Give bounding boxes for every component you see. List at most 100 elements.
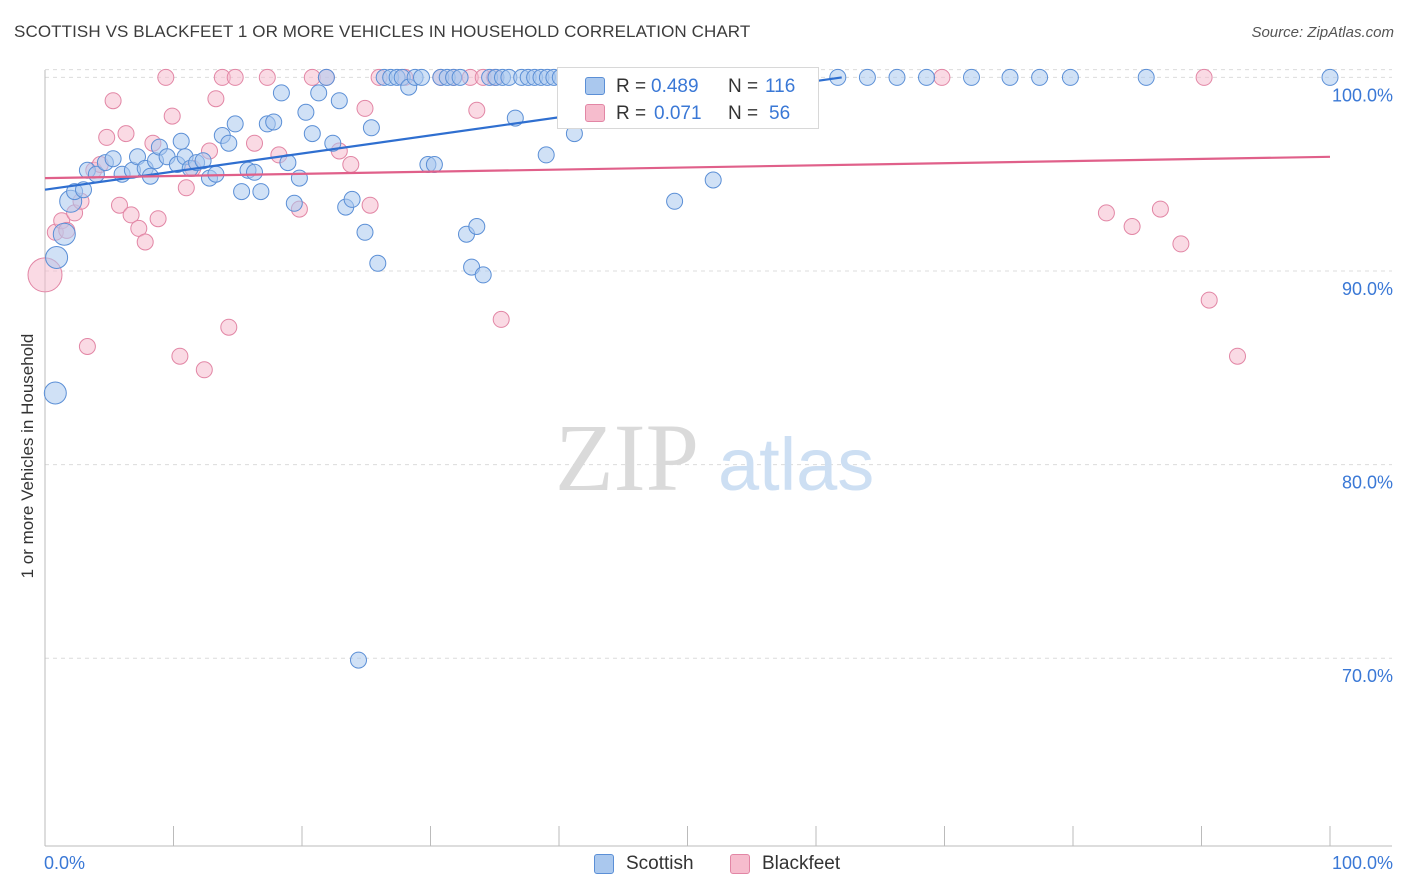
data-point — [290, 169, 308, 187]
data-point — [310, 84, 328, 102]
data-point — [888, 68, 906, 86]
watermark-zip: ZIP — [555, 404, 699, 511]
data-point — [356, 99, 374, 117]
data-point — [1123, 218, 1141, 235]
data-point — [1001, 68, 1019, 86]
data-point — [104, 92, 122, 110]
data-point — [468, 218, 486, 235]
data-point — [111, 196, 128, 214]
chart-title: SCOTTISH VS BLACKFEET 1 OR MORE VEHICLES… — [14, 22, 751, 41]
data-point — [207, 90, 225, 108]
legend-swatch-scottish — [594, 854, 614, 874]
data-point — [265, 113, 283, 131]
data-point — [468, 101, 486, 119]
legend-r-value: 0.071 — [654, 103, 702, 124]
data-point — [963, 68, 980, 86]
data-point — [330, 92, 348, 110]
legend-r-label: R = — [616, 103, 647, 124]
data-point — [98, 128, 116, 146]
source-label: Source: ZipAtlas.com — [1251, 24, 1394, 41]
data-point — [52, 222, 76, 246]
y-axis-label: 1 or more Vehicles in Household — [18, 333, 37, 579]
data-point — [171, 347, 189, 365]
data-point — [78, 338, 96, 355]
data-point — [317, 68, 335, 86]
data-point — [361, 196, 379, 214]
data-point — [1195, 68, 1213, 86]
data-point — [172, 132, 190, 150]
data-point — [704, 171, 722, 189]
data-point — [362, 119, 380, 137]
data-point — [272, 84, 290, 102]
data-point — [130, 219, 148, 237]
data-point — [195, 361, 213, 379]
data-point — [413, 68, 430, 86]
y-tick-label: 80.0% — [1342, 473, 1393, 493]
data-point — [425, 156, 443, 173]
watermark-atlas: atlas — [718, 423, 874, 506]
data-point — [1061, 68, 1079, 86]
legend-n-label: N = — [728, 103, 759, 124]
data-point — [1097, 204, 1115, 222]
legend-n-value: 116 — [765, 76, 796, 97]
data-point — [177, 179, 195, 197]
legend-label-scottish: Scottish — [626, 853, 694, 874]
data-point — [933, 68, 951, 86]
data-point — [492, 310, 510, 328]
tick-labels: 70.0% 80.0% 90.0% 100.0% 0.0% 100.0% — [44, 85, 1393, 873]
data-point — [537, 146, 555, 164]
data-point — [220, 318, 238, 336]
legend-r-label: R = — [616, 76, 647, 97]
y-tick-label: 90.0% — [1342, 279, 1393, 299]
data-point — [163, 107, 181, 125]
y-tick-label: 100.0% — [1332, 85, 1393, 105]
data-point — [1200, 291, 1218, 309]
trendline-blackfeet — [44, 155, 1331, 180]
data-point — [324, 134, 342, 152]
data-point — [474, 266, 492, 284]
legend-stats: R = 0.489 N = 116 R = 0.071 N = 56 — [557, 67, 819, 129]
data-point — [246, 134, 263, 152]
data-point — [356, 223, 374, 241]
legend-n-value: 56 — [769, 103, 791, 124]
data-point — [220, 134, 238, 152]
data-point — [157, 68, 175, 86]
data-point — [43, 381, 67, 405]
data-point — [343, 190, 361, 208]
legend-series: Scottish Blackfeet — [0, 850, 1406, 880]
legend-r-value: 0.489 — [651, 76, 699, 97]
data-point — [1137, 68, 1155, 86]
legend-swatch-blackfeet — [730, 854, 750, 874]
watermark: ZIP atlas — [555, 404, 874, 511]
data-point — [258, 68, 276, 86]
data-point — [122, 206, 140, 224]
legend-label-blackfeet: Blackfeet — [762, 853, 841, 874]
data-point — [350, 651, 367, 669]
data-point — [369, 254, 387, 272]
data-point — [149, 210, 167, 228]
axes — [44, 70, 1392, 847]
data-point — [194, 152, 212, 170]
data-point — [297, 103, 315, 121]
data-point — [303, 125, 321, 143]
gridlines — [45, 69, 1392, 659]
data-point — [226, 68, 244, 86]
legend-swatch-scottish — [585, 77, 605, 95]
data-point — [246, 163, 263, 181]
legend-n-label: N = — [728, 76, 759, 97]
data-point — [858, 68, 876, 86]
legend-swatch-blackfeet — [585, 104, 605, 122]
data-point — [45, 246, 69, 269]
data-point — [1229, 347, 1246, 365]
data-point — [666, 192, 684, 210]
data-point — [342, 156, 360, 173]
y-tick-label: 70.0% — [1342, 666, 1393, 686]
data-point — [1321, 68, 1339, 86]
data-point — [233, 183, 251, 201]
data-point — [451, 68, 469, 86]
x-tick-label: 0.0% — [44, 853, 85, 873]
data-point — [226, 115, 244, 133]
data-point — [252, 183, 270, 201]
data-point — [117, 125, 135, 143]
